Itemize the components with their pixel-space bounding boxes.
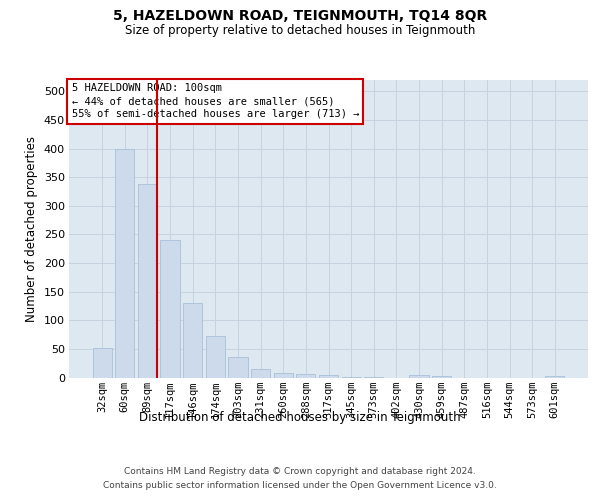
Bar xyxy=(138,184,157,378)
Bar xyxy=(274,374,293,378)
Bar xyxy=(319,375,338,378)
Bar xyxy=(92,348,112,378)
Bar xyxy=(206,336,225,378)
Bar xyxy=(183,303,202,378)
Bar xyxy=(115,148,134,378)
Text: 5 HAZELDOWN ROAD: 100sqm
← 44% of detached houses are smaller (565)
55% of semi-: 5 HAZELDOWN ROAD: 100sqm ← 44% of detach… xyxy=(71,83,359,120)
Bar xyxy=(229,358,248,378)
Bar xyxy=(432,376,451,378)
Bar xyxy=(364,377,383,378)
Text: 5, HAZELDOWN ROAD, TEIGNMOUTH, TQ14 8QR: 5, HAZELDOWN ROAD, TEIGNMOUTH, TQ14 8QR xyxy=(113,9,487,23)
Text: Size of property relative to detached houses in Teignmouth: Size of property relative to detached ho… xyxy=(125,24,475,37)
Bar xyxy=(296,374,316,378)
Bar xyxy=(545,376,565,378)
Text: Contains public sector information licensed under the Open Government Licence v3: Contains public sector information licen… xyxy=(103,481,497,490)
Bar xyxy=(409,374,428,378)
Text: Contains HM Land Registry data © Crown copyright and database right 2024.: Contains HM Land Registry data © Crown c… xyxy=(124,468,476,476)
Bar xyxy=(251,369,270,378)
Bar xyxy=(341,377,361,378)
Y-axis label: Number of detached properties: Number of detached properties xyxy=(25,136,38,322)
Bar xyxy=(160,240,180,378)
Text: Distribution of detached houses by size in Teignmouth: Distribution of detached houses by size … xyxy=(139,411,461,424)
